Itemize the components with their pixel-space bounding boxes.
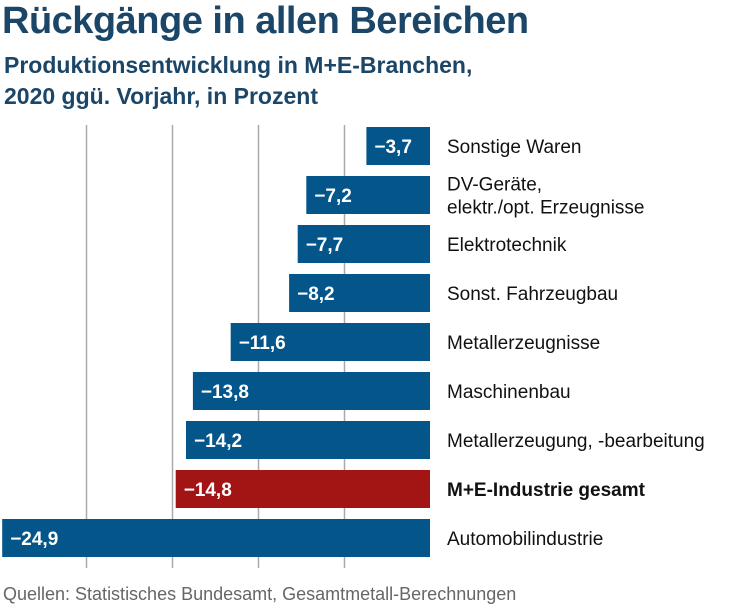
bar xyxy=(2,519,430,557)
bar-value-label: −8,2 xyxy=(297,284,335,305)
bar-value-label: −7,7 xyxy=(306,235,344,256)
category-label: M+E-Industrie gesamt xyxy=(447,480,646,501)
bar-value-label: −24,9 xyxy=(10,529,58,550)
source-note: Quellen: Statistisches Bundesamt, Gesamt… xyxy=(3,584,517,604)
bar xyxy=(297,225,430,263)
bar-value-label: −7,2 xyxy=(314,186,352,207)
bar xyxy=(366,127,430,165)
bar xyxy=(230,323,430,361)
bar-value-label: −3,7 xyxy=(374,137,412,158)
bar-total xyxy=(175,470,430,508)
bar-value-label: −13,8 xyxy=(201,382,249,403)
bar-value-label: −14,2 xyxy=(194,431,242,452)
category-label: Automobilindustrie xyxy=(447,529,603,550)
subtitle-line-1: Produktionsentwicklung in M+E-Branchen, xyxy=(4,52,473,78)
category-label: DV-Geräte, xyxy=(447,175,542,196)
category-label: Sonstige Waren xyxy=(447,137,581,158)
category-label: Elektrotechnik xyxy=(447,235,567,256)
bar-value-label: −14,8 xyxy=(184,480,232,501)
bar xyxy=(306,176,430,214)
bar xyxy=(192,372,430,410)
category-label: Metallerzeugnisse xyxy=(447,333,600,354)
bar xyxy=(289,274,430,312)
bar xyxy=(186,421,430,459)
chart-title: Rückgänge in allen Bereichen xyxy=(2,0,529,42)
category-label: Maschinenbau xyxy=(447,382,571,403)
bar-value-label: −11,6 xyxy=(239,333,286,354)
category-label: elektr./opt. Erzeugnisse xyxy=(447,198,645,219)
subtitle-line-2: 2020 ggü. Vorjahr, in Prozent xyxy=(4,83,318,109)
category-label: Sonst. Fahrzeugbau xyxy=(447,284,618,305)
chart-subtitle: Produktionsentwicklung in M+E-Branchen, … xyxy=(4,50,472,112)
category-label: Metallerzeugung, -bearbeitung xyxy=(447,431,705,452)
